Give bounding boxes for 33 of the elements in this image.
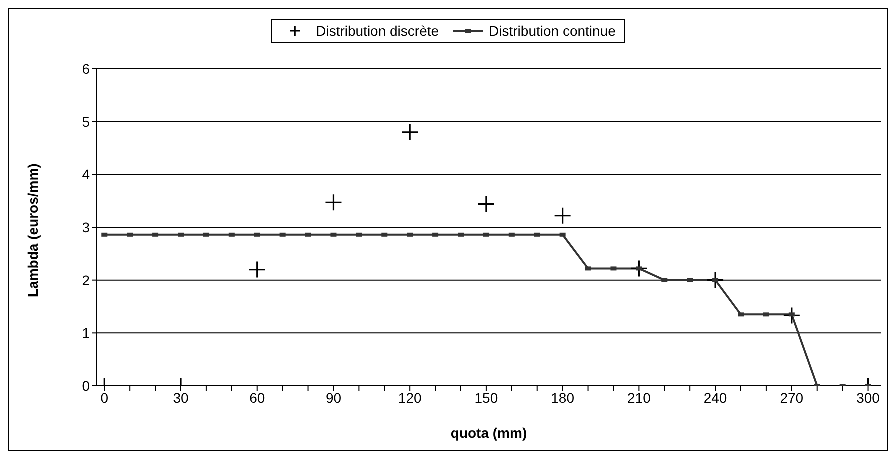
y-tick-label: 4 — [82, 166, 90, 183]
x-tick-label: 60 — [250, 390, 266, 406]
x-tick-label: 300 — [856, 390, 880, 406]
point — [324, 194, 343, 212]
x-tick-label: 0 — [100, 390, 109, 406]
legend-label: Distribution continue — [489, 23, 616, 39]
x-tick-label: 210 — [628, 390, 652, 406]
point — [401, 124, 419, 142]
x-tick-label: 270 — [780, 390, 804, 406]
point — [783, 306, 801, 325]
x-tick-label: 180 — [551, 390, 575, 406]
legend-label: Distribution discrète — [316, 23, 440, 39]
x-tick-label: 90 — [326, 390, 342, 406]
x-tick-label: 240 — [704, 390, 728, 406]
point — [178, 232, 184, 237]
x-tick-label: 120 — [398, 390, 422, 406]
y-axis-title: Lambda (euros/mm) — [24, 164, 41, 298]
x-tick-label: 150 — [474, 390, 498, 406]
point — [630, 260, 648, 278]
y-tick-label: 6 — [82, 60, 90, 77]
y-tick-label: 1 — [82, 325, 90, 342]
x-axis-title: quota (mm) — [450, 425, 528, 441]
y-tick-label: 2 — [82, 272, 90, 288]
y-tick-label: 3 — [82, 219, 90, 236]
point — [478, 195, 496, 214]
point — [706, 272, 724, 290]
y-tick-label: 5 — [82, 114, 90, 130]
x-tick-label: 30 — [173, 390, 189, 406]
point — [738, 312, 744, 317]
point — [554, 207, 572, 225]
point — [458, 232, 464, 237]
y-tick-label: 0 — [82, 378, 90, 394]
point — [248, 260, 266, 279]
